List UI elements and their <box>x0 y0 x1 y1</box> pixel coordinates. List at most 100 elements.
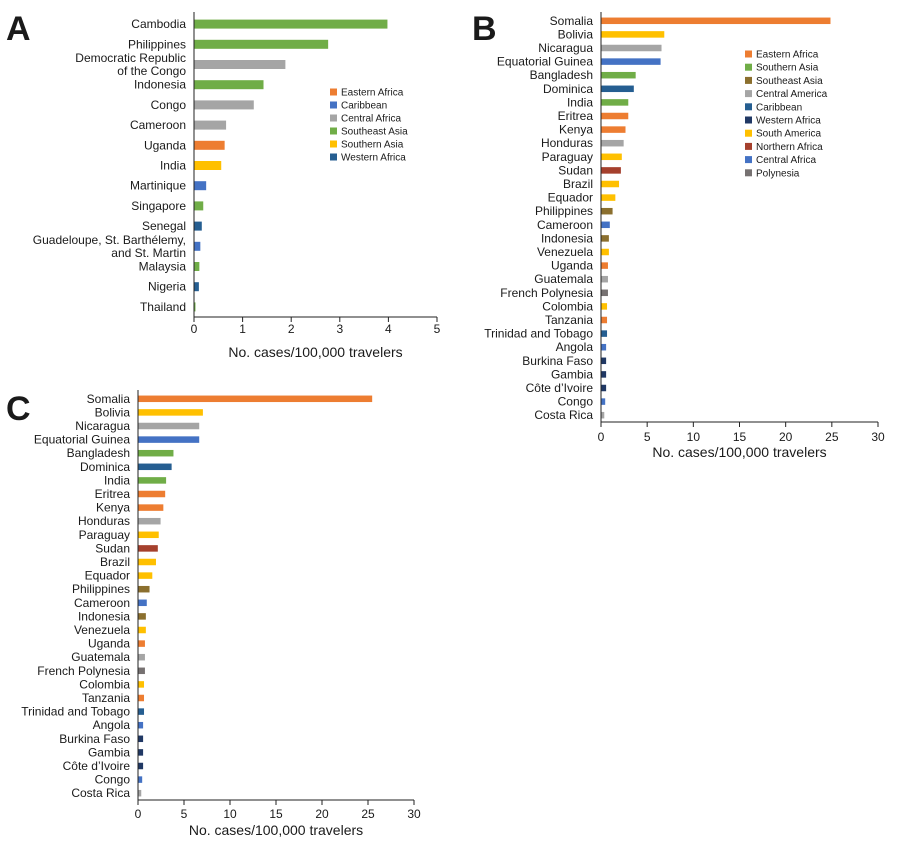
panel-letter: B <box>472 10 497 48</box>
bar-trinidad-and-tobago <box>601 330 608 337</box>
category-label: Bangladesh <box>67 446 130 460</box>
category-label: Indonesia <box>78 609 130 623</box>
legend-swatch <box>745 103 752 111</box>
category-label: Angola <box>93 718 131 732</box>
category-label: Bolivia <box>95 405 131 419</box>
legend-entry: Southeast Asia <box>341 127 408 138</box>
bar-indonesia <box>138 613 146 620</box>
bar-tanzania <box>138 694 145 702</box>
category-label: Somalia <box>87 392 131 406</box>
category-label: Philippines <box>128 37 186 51</box>
bar-kenya <box>138 504 164 511</box>
legend-swatch <box>745 169 752 177</box>
category-label: Kenya <box>96 501 130 515</box>
category-label: Martinique <box>130 179 186 193</box>
category-label: Kenya <box>559 123 593 137</box>
category-label: Senegal <box>142 219 186 233</box>
bar-philippines <box>601 207 613 215</box>
bar-bolivia <box>601 31 665 38</box>
bar-tanzania <box>601 316 608 324</box>
bar-gambia <box>138 749 144 756</box>
category-label: Brazil <box>100 555 130 569</box>
category-label: Eritrea <box>558 109 594 123</box>
category-label: Nicaragua <box>75 419 130 433</box>
x-axis-label: No. cases/100,000 travelers <box>189 822 363 838</box>
bar-venezuela <box>601 248 609 256</box>
legend-swatch <box>745 116 752 124</box>
bar-uganda <box>138 640 145 647</box>
legend-swatch <box>330 140 337 148</box>
x-tick-label: 0 <box>135 807 142 821</box>
bar-somalia <box>601 17 831 25</box>
category-label: Tanzania <box>82 691 130 705</box>
bar-philippines <box>138 585 150 593</box>
category-label: Uganda <box>551 259 593 273</box>
bar-uganda <box>194 140 225 150</box>
bar-eritrea <box>138 490 166 498</box>
category-label: Venezuela <box>74 623 130 637</box>
category-label: French Polynesia <box>37 664 130 678</box>
category-label: Congo <box>558 395 594 409</box>
category-label: Bangladesh <box>530 68 593 82</box>
category-label: Costa Rica <box>71 786 130 800</box>
bar-french-polynesia <box>138 667 145 675</box>
category-label: Guatemala <box>534 272 593 286</box>
bar-indonesia <box>194 80 264 90</box>
category-label: Burkina Faso <box>522 354 593 368</box>
x-tick-label: 5 <box>644 430 651 444</box>
x-tick-label: 25 <box>361 807 375 821</box>
legend-entry: Southern Asia <box>756 63 819 74</box>
x-tick-label: 15 <box>733 430 747 444</box>
x-tick-label: 0 <box>191 322 198 336</box>
legend-entry: Central Africa <box>341 114 401 125</box>
category-label: Equador <box>85 569 130 583</box>
legend-entry: Western Africa <box>341 153 406 164</box>
category-label: Paraguay <box>79 528 130 542</box>
bar-congo <box>601 398 606 405</box>
legend-swatch <box>745 142 752 150</box>
legend-entry: South America <box>756 129 821 140</box>
category-label: India <box>104 473 130 487</box>
bar-cambodia <box>194 19 388 29</box>
bar-venezuela <box>138 626 146 634</box>
category-label: Venezuela <box>537 245 593 259</box>
category-label: Singapore <box>131 199 186 213</box>
x-tick-label: 15 <box>269 807 283 821</box>
legend-swatch <box>745 156 752 164</box>
category-label: Costa Rica <box>534 408 593 422</box>
bar-martinique <box>194 181 207 191</box>
x-tick-label: 30 <box>871 430 885 444</box>
legend-swatch <box>745 76 752 84</box>
bar-burkina-faso <box>138 735 144 743</box>
bar-cote-d-ivoire <box>601 384 607 392</box>
category-label: Gambia <box>88 745 130 759</box>
legend-entry: Caribbean <box>756 102 802 113</box>
x-tick-label: 10 <box>687 430 701 444</box>
bar-cameroon <box>194 120 227 130</box>
category-label: Indonesia <box>134 78 186 92</box>
category-label: Guadeloupe, St. Barthélemy, and St. Marti… <box>33 233 186 260</box>
bar-french-polynesia <box>601 289 608 297</box>
category-label: Tanzania <box>545 313 593 327</box>
category-label: Burkina Faso <box>59 732 130 746</box>
category-label: Guatemala <box>71 650 130 664</box>
category-label: Equatorial Guinea <box>497 55 593 69</box>
legend-entry: Eastern Africa <box>341 88 404 99</box>
bar-cameroon <box>601 221 610 229</box>
category-label: Philippines <box>535 204 593 218</box>
bar-india <box>194 161 222 170</box>
category-label: Uganda <box>144 138 186 152</box>
bar-nigeria <box>194 282 199 292</box>
x-tick-label: 5 <box>181 807 188 821</box>
category-label: French Polynesia <box>500 286 593 300</box>
x-tick-label: 4 <box>385 322 392 336</box>
category-label: Paraguay <box>542 150 593 164</box>
legend: Eastern Africa Caribbean Central Africa Sou… <box>330 88 408 164</box>
bar-bangladesh <box>601 71 636 79</box>
bar-philippines <box>194 39 329 49</box>
category-label: Colombia <box>542 299 593 313</box>
legend-entry: Northern Africa <box>756 142 823 153</box>
category-label: India <box>567 95 593 109</box>
legend-swatch <box>330 101 337 109</box>
